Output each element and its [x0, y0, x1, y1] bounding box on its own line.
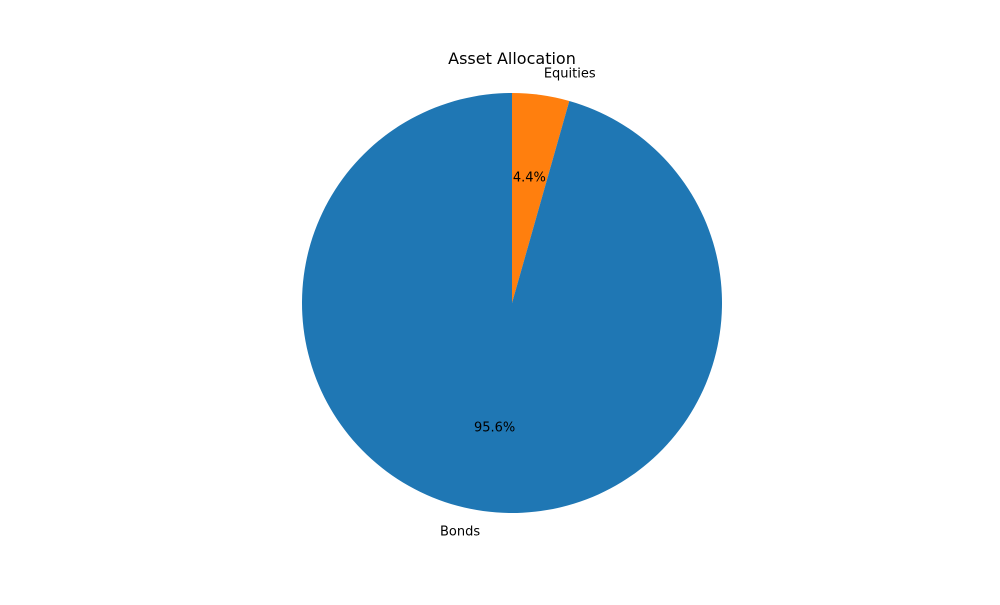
- pie-slice-equities: [512, 93, 570, 303]
- pie-labels: Equities 4.4% Bonds 95.6%: [440, 67, 596, 540]
- pie-slices: [301, 93, 722, 513]
- slice-percent-bonds: 95.6%: [474, 420, 515, 435]
- chart-title: Asset Allocation: [448, 49, 576, 68]
- pie-slice-bonds: [301, 93, 722, 513]
- slice-label-bonds: Bonds: [440, 524, 480, 539]
- slice-percent-equities: 4.4%: [513, 171, 546, 186]
- slice-label-equities: Equities: [544, 67, 596, 82]
